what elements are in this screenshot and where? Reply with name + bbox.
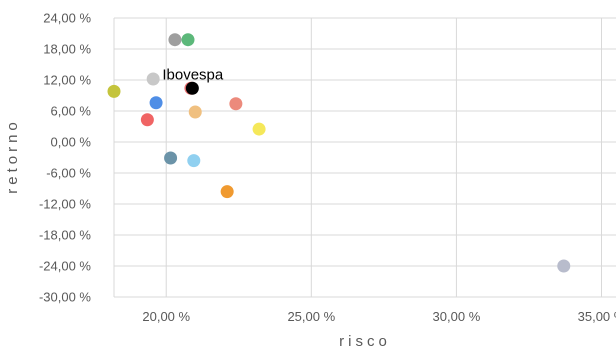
grid-lines	[113, 17, 616, 298]
data-point	[188, 105, 202, 119]
data-point	[168, 33, 182, 47]
data-point-label: Ibovespa	[162, 66, 224, 83]
y-tick-label: -18,00 %	[39, 228, 91, 243]
data-point	[229, 97, 243, 111]
x-axis-title: risco	[339, 333, 391, 347]
data-point	[149, 96, 163, 110]
x-tick-label: 35,00 %	[578, 309, 616, 324]
data-point	[146, 72, 160, 86]
x-tick-label: 25,00 %	[287, 309, 335, 324]
y-tick-label: 12,00 %	[43, 73, 91, 88]
data-point	[185, 81, 199, 95]
y-axis-tick-labels: 24,00 % 18,00 % 12,00 % 6,00 % 0,00 % -6,00 %…	[39, 11, 91, 305]
y-tick-label: 0,00 %	[51, 135, 92, 150]
x-tick-label: 30,00 %	[433, 309, 481, 324]
data-point	[187, 154, 201, 168]
data-point	[220, 185, 234, 199]
data-point	[181, 33, 195, 47]
x-tick-label: 20,00 %	[142, 309, 190, 324]
y-tick-label: -6,00 %	[46, 166, 91, 181]
data-point	[140, 113, 154, 127]
data-points	[107, 33, 571, 273]
y-axis-title: retorno	[4, 118, 21, 194]
y-tick-label: 24,00 %	[43, 11, 91, 26]
data-point	[164, 151, 178, 165]
y-tick-label: 6,00 %	[51, 104, 92, 119]
data-point	[252, 122, 266, 136]
data-point	[557, 259, 571, 273]
y-tick-label: -30,00 %	[39, 290, 91, 305]
point-labels: Ibovespa	[162, 66, 224, 83]
y-tick-label: -24,00 %	[39, 259, 91, 274]
y-tick-label: 18,00 %	[43, 42, 91, 57]
x-axis-tick-labels: 20,00 % 25,00 % 30,00 % 35,00 %	[142, 309, 616, 324]
y-tick-label: -12,00 %	[39, 197, 91, 212]
data-point	[107, 84, 121, 98]
